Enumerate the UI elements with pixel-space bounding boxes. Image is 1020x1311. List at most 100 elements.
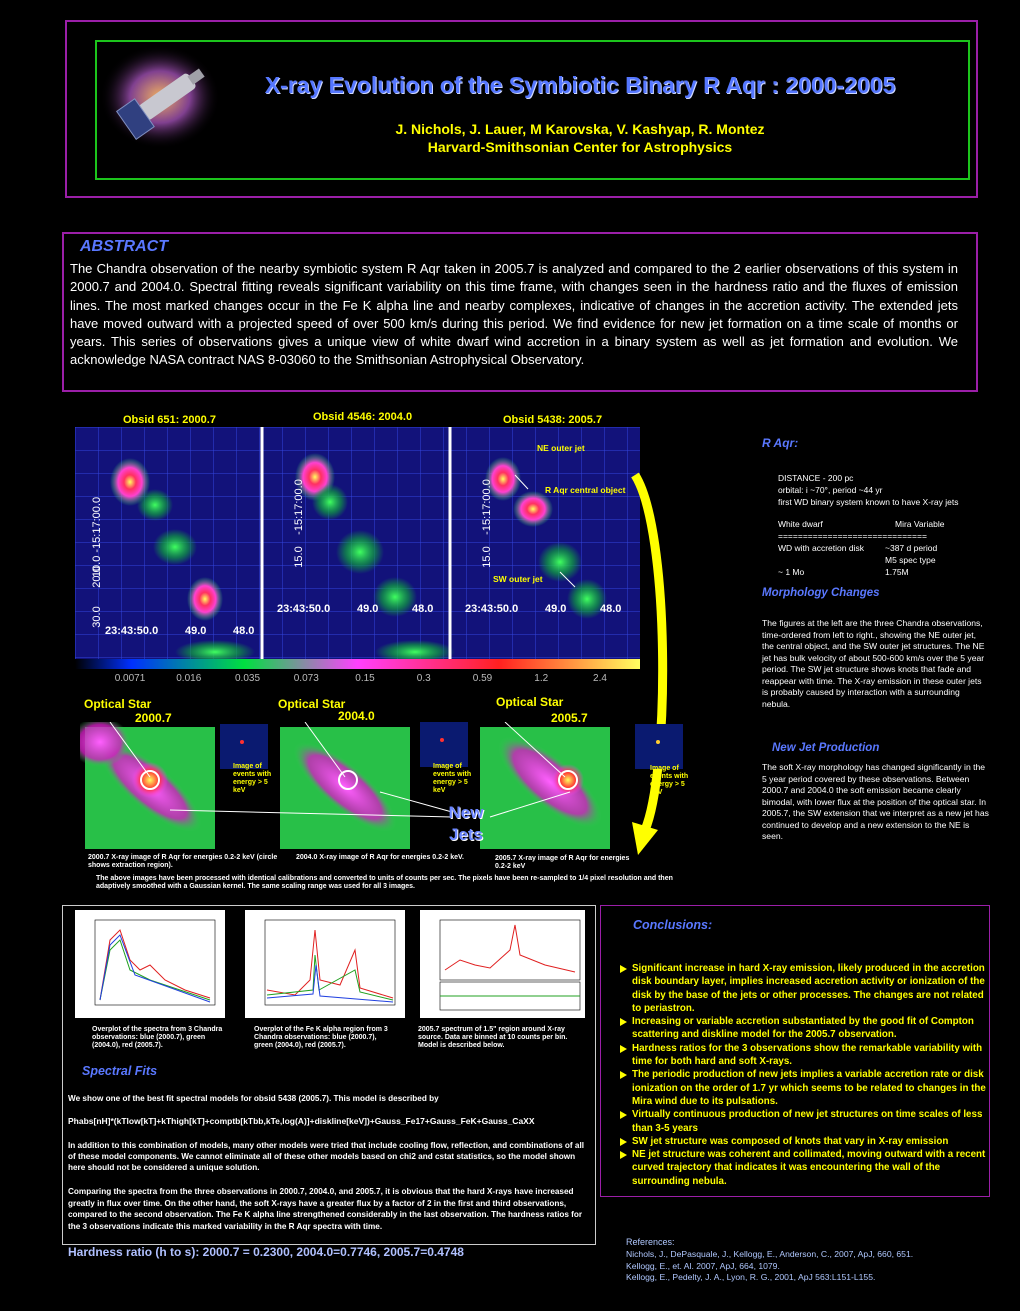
conclusion-text: Hardness ratios for the 3 observations s… [632, 1042, 983, 1068]
colorbar-tick-label: 0.3 [417, 673, 431, 684]
optical-star-label: Optical Star [496, 695, 564, 709]
mira-row: M5 spec type [885, 555, 936, 565]
axis-label: 49.0 [185, 625, 206, 637]
conclusion-text: NE jet structure was coherent and collim… [632, 1149, 986, 1187]
optical-star-label: Optical Star [84, 697, 152, 711]
inset-caption: Image of events with energy > 5 keV [433, 763, 472, 794]
axis-label: 48.0 [412, 603, 433, 615]
optical-star-label: Optical Star [278, 697, 346, 711]
colorbar-tick-label: 0.035 [235, 673, 260, 684]
inset-caption: Image of events with energy > 5 keV [650, 765, 689, 796]
conclusion-text: Virtually continuous production of new j… [632, 1109, 983, 1134]
axis-label: 49.0 [545, 603, 566, 615]
conclusions-frame [600, 905, 990, 1197]
spectrum-caption: Overplot of the spectra from 3 Chandra o… [92, 1026, 223, 1049]
panel-title: Obsid 5438: 2005.7 [503, 414, 603, 426]
abstract-heading: ABSTRACT [80, 238, 168, 255]
inset-caption: Image of events with energy > 5 keV [233, 763, 272, 794]
colorbar-tick-label: 1.2 [534, 673, 548, 684]
axis-label: -15:17:00.0 [481, 479, 493, 535]
fact-line: DISTANCE - 200 pc [778, 473, 854, 483]
conclusion-item: Significant increase in hard X-ray emiss… [618, 962, 986, 1015]
r-aqr-facts: DISTANCE - 200 pc orbital: i ~70°, period… [778, 472, 998, 508]
mira-row: 1.75M [885, 567, 909, 577]
colorbar-tick-label: 2.4 [593, 673, 607, 684]
image-caption: 2005.7 X-ray image of R Aqr for energies… [495, 855, 630, 870]
conclusion-text: Significant increase in hard X-ray emiss… [632, 963, 985, 1014]
fit-other-models: In addition to this combination of model… [68, 1141, 585, 1172]
references-list: Nichols, J., DePasquale, J., Kellogg, E.… [626, 1249, 986, 1284]
references-heading: References: [626, 1237, 675, 1247]
bullet [620, 1137, 627, 1146]
conclusion-item: Increasing or variable accretion substan… [618, 1015, 986, 1042]
conclusion-text: Increasing or variable accretion substan… [632, 1016, 974, 1041]
separator: ============================== [778, 531, 927, 541]
fit-model: Phabs[nH]*(kTlow[kT]+kThigh[kT]+comptb[k… [68, 1116, 535, 1126]
white-dwarf-row: ~ 1 Mo [778, 567, 805, 577]
spectral-fits-heading: Spectral Fits [82, 1064, 158, 1078]
year-label: 2004.0 [338, 709, 375, 723]
colorbar-tick-label: 0.0071 [115, 673, 146, 684]
morphology-text: The figures at the left are the three Ch… [762, 618, 985, 709]
reference: Kellogg, E., et. Al. 2007, ApJ, 664, 107… [626, 1260, 780, 1271]
institution: Harvard-Smithsonian Center for Astrophys… [427, 139, 733, 155]
header-inner-frame [95, 40, 970, 180]
new-jets-heading: New Jet Production [772, 742, 880, 754]
hardness-ratio: Hardness ratio (h to s): 2000.7 = 0.2300… [68, 1245, 464, 1259]
mira-row: ~387 d period [885, 543, 938, 553]
conclusion-item: Hardness ratios for the 3 observations s… [618, 1042, 986, 1069]
mira-row: Mira Variable [895, 519, 945, 529]
r-aqr-heading: R Aqr: [762, 436, 799, 450]
colorbar-tick-label: 0.59 [473, 673, 493, 684]
panel-title: Obsid 651: 2000.7 [123, 414, 216, 426]
annotation: R Aqr central object [545, 485, 626, 495]
spectrum-caption: Overplot of the Fe K alpha region from 3… [254, 1026, 388, 1049]
spectrum-caption: 2005.7 spectrum of 1.5" region around X-… [418, 1026, 568, 1049]
bullet [620, 1018, 627, 1027]
axis-label: 15.0 [293, 546, 305, 567]
spectra-frame [62, 905, 596, 1245]
conclusion-item: Virtually continuous production of new j… [618, 1108, 986, 1135]
conclusion-text: The periodic production of new jets impl… [632, 1069, 986, 1107]
conclusion-item: The periodic production of new jets impl… [618, 1068, 986, 1108]
abstract-text: The Chandra observation of the nearby sy… [70, 261, 958, 368]
conclusion-item: NE jet structure was coherent and collim… [618, 1148, 986, 1188]
bullet [620, 1151, 627, 1160]
conclusions-list: Significant increase in hard X-ray emiss… [618, 962, 986, 1188]
new-jets-text: The soft X-ray morphology has changed si… [762, 762, 989, 841]
axis-label: 20.0 [91, 566, 103, 587]
year-label: 2005.7 [551, 711, 588, 725]
satellite-illustration [100, 45, 220, 149]
new-jets-word: New [448, 803, 484, 822]
year-label: 2000.7 [135, 711, 172, 725]
fit-comparison: Comparing the spectra from the three obs… [68, 1187, 583, 1231]
connector-arrow [631, 472, 668, 855]
authors: J. Nichols, J. Lauer, M Karovska, V. Kas… [395, 121, 765, 137]
abstract-frame [62, 232, 978, 392]
new-jets-label: New Jets [446, 802, 486, 846]
image-caption: 2004.0 X-ray image of R Aqr for energies… [296, 854, 464, 861]
xray-image: 10.0 -15:17:00.020.0 30.0 -15:17:00.0 15.0 -… [75, 427, 640, 684]
spectra-plots [75, 910, 585, 1018]
white-dwarf-row: WD with accretion disk [778, 543, 864, 553]
header-frame [65, 20, 978, 198]
axis-label: 15.0 [481, 546, 493, 567]
colorbar-tick-label: 0.073 [294, 673, 319, 684]
axis-label: 48.0 [233, 625, 254, 637]
fact-line: first WD binary system known to have X-r… [778, 497, 959, 507]
axis-label: 23:43:50.0 [105, 625, 158, 637]
colorbar-tick-label: 0.016 [176, 673, 201, 684]
poster-title: X-ray Evolution of the Symbiotic Binary … [264, 72, 896, 98]
annotation: NE outer jet [537, 443, 585, 453]
axis-label: 10.0 -15:17:00.0 [91, 497, 103, 577]
axis-label: 30.0 [91, 606, 103, 627]
axis-label: 48.0 [600, 603, 621, 615]
colorbar-tick-label: 0.15 [355, 673, 375, 684]
white-dwarf-row: White dwarf [778, 519, 823, 529]
reference: Kellogg, E., Pedelty, J. A., Lyon, R. G.… [626, 1272, 876, 1282]
reference: Nichols, J., DePasquale, J., Kellogg, E.… [626, 1249, 914, 1259]
fact-line: orbital: i ~70°, period ~44 yr [778, 485, 883, 495]
conclusion-text: SW jet structure was composed of knots t… [632, 1135, 949, 1147]
